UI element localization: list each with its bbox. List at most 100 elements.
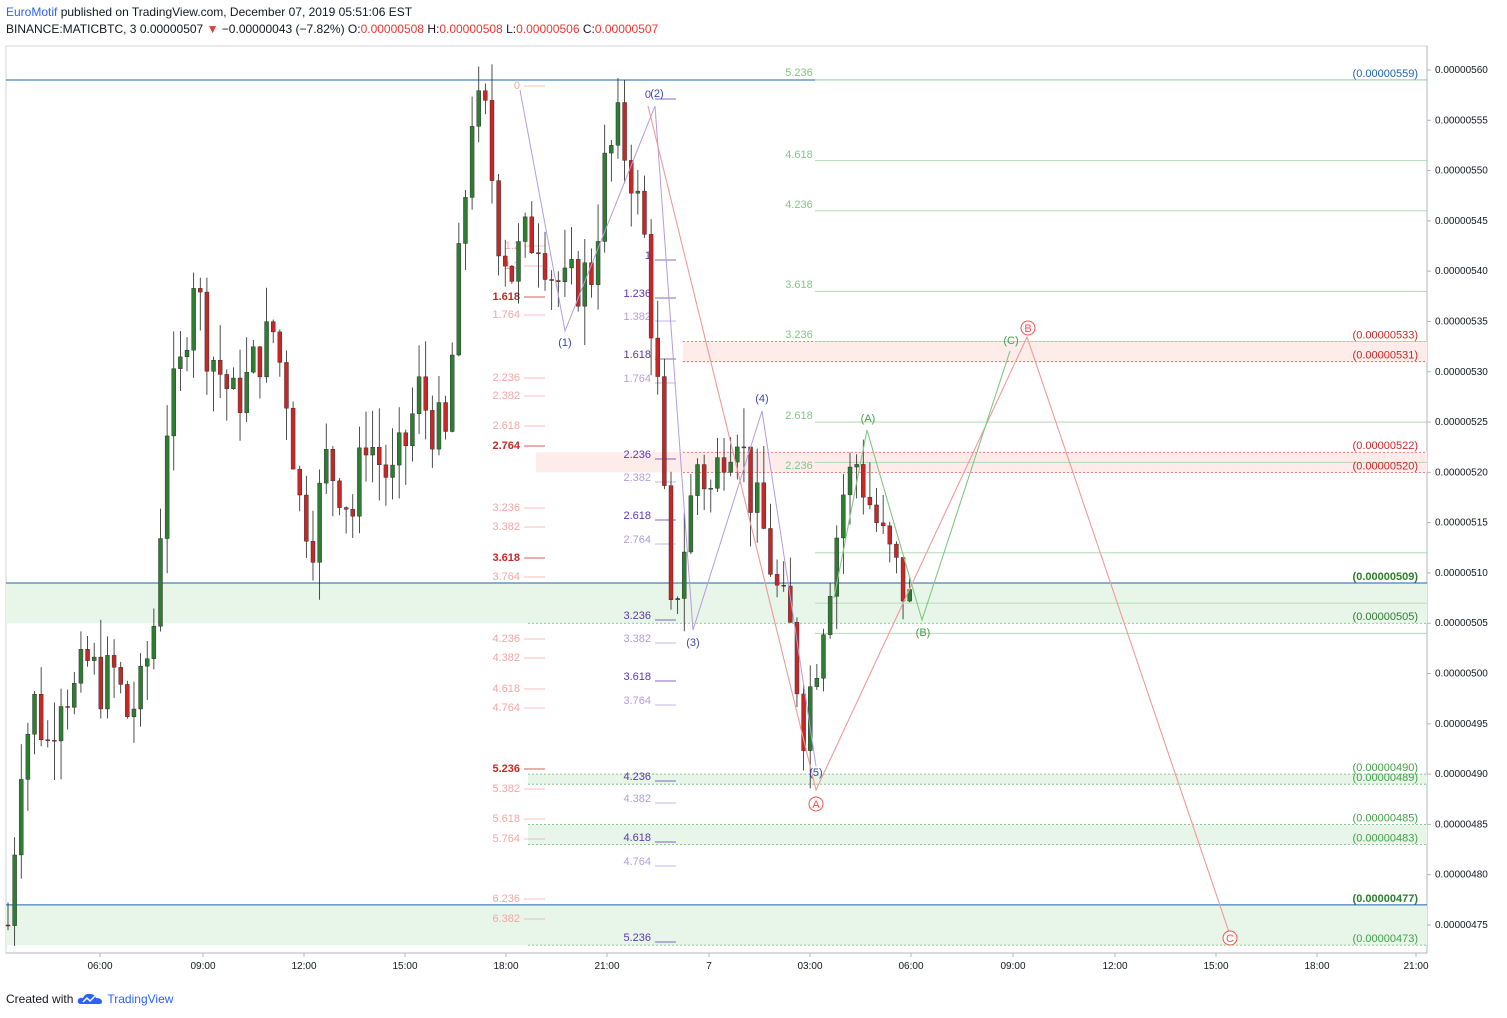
candle-body — [629, 160, 634, 194]
candle-body — [271, 321, 276, 333]
y-tick-label: 0.00000480 — [1435, 870, 1488, 881]
publish-line: EuroMotif published on TradingView.com, … — [6, 5, 412, 19]
wave-label: C — [1226, 933, 1234, 945]
wave-green-line — [833, 350, 1011, 622]
x-tick-label: 18:00 — [493, 961, 518, 972]
candle-body — [489, 100, 495, 181]
fib-purple-label: 1.236 — [623, 288, 651, 300]
candle-body — [264, 321, 269, 378]
candle-body — [370, 447, 375, 456]
level-price-label: (0.00000490) — [1353, 762, 1418, 774]
candle-body — [105, 655, 110, 710]
candle-body — [257, 346, 263, 378]
zone-485 — [528, 824, 1427, 845]
candle-body — [350, 509, 355, 517]
candle-body — [145, 658, 150, 667]
candle-body — [556, 280, 561, 282]
fib-purple-label: 4.618 — [623, 832, 651, 844]
candle-body — [542, 253, 548, 280]
x-tick-label: 12:00 — [291, 961, 316, 972]
x-tick-label: 21:00 — [1403, 961, 1428, 972]
candle-body — [125, 684, 130, 717]
fib-purple-label: 3.764 — [623, 695, 651, 707]
tradingview-link[interactable]: TradingView — [107, 992, 174, 1006]
candle-body — [5, 924, 11, 927]
candle-body — [589, 262, 594, 285]
candle-body — [324, 449, 329, 484]
level-price-label: (0.00000505) — [1353, 611, 1418, 623]
fib-purple-label: 1 — [645, 250, 651, 262]
candle-body — [602, 152, 607, 242]
open-value: 0.00000508 — [360, 22, 424, 36]
candle-body — [231, 377, 236, 389]
candle-body — [310, 541, 316, 563]
candle-body — [416, 376, 422, 414]
candle-body — [695, 464, 700, 496]
x-tick-label: 06:00 — [898, 961, 923, 972]
wave-label-circle — [808, 796, 824, 812]
candle-body — [38, 694, 44, 741]
candle-body — [735, 446, 740, 463]
candle-body — [595, 241, 601, 285]
candle-body — [403, 432, 408, 446]
candle-body — [867, 496, 873, 506]
candle-body — [774, 574, 780, 586]
candle-body — [45, 739, 50, 742]
candle-body — [708, 488, 713, 490]
candle-body — [483, 90, 488, 101]
level-price-label: (0.00000483) — [1353, 833, 1418, 845]
fib-purple-label: 4.382 — [623, 793, 651, 805]
tradingview-cloud-icon — [78, 993, 103, 1004]
x-tick-label: 15:00 — [392, 961, 417, 972]
candle-body — [178, 356, 183, 369]
candle-body — [509, 265, 515, 282]
plot-frame — [5, 45, 1428, 954]
candle-body — [715, 457, 720, 489]
fib-red-label: 5.764 — [492, 833, 520, 845]
candle-body — [277, 331, 283, 363]
y-tick-label: 0.00000545 — [1435, 216, 1488, 227]
candle-body — [191, 288, 196, 351]
level-price-label: (0.00000533) — [1353, 330, 1418, 342]
candle-body — [224, 374, 229, 389]
candle-body — [158, 538, 163, 627]
candle-body — [343, 507, 349, 510]
candle-body — [529, 216, 534, 253]
candle-body — [874, 504, 879, 524]
x-tick-label: 09:00 — [1000, 961, 1025, 972]
level-price-label: (0.00000477) — [1353, 893, 1419, 905]
candle-body — [390, 464, 395, 478]
wave-label-circle — [1020, 320, 1036, 336]
candle-body — [516, 241, 521, 282]
y-tick-label: 0.00000500 — [1435, 669, 1488, 680]
fib-red-label: 3.764 — [492, 571, 520, 583]
high-label: H: — [427, 22, 440, 36]
candle-body — [184, 349, 190, 358]
resistance-zone-533 — [683, 341, 1427, 362]
candle-body — [900, 557, 906, 602]
candle-body — [138, 665, 143, 710]
fib-red-label: 3.382 — [492, 521, 520, 533]
fib-purple-label: 5.236 — [623, 932, 651, 944]
close-label: C: — [582, 22, 595, 36]
author-link[interactable]: EuroMotif — [6, 5, 58, 19]
level-price-label: (0.00000485) — [1353, 812, 1418, 824]
candle-body — [430, 410, 435, 450]
last-price: 0.00000507 — [139, 22, 204, 36]
candle-body — [32, 694, 37, 735]
candle-body — [469, 126, 475, 198]
candle-body — [569, 259, 574, 269]
candle-body — [609, 145, 614, 154]
y-tick-label: 0.00000560 — [1435, 65, 1488, 76]
fib-purple-label: 4.236 — [623, 771, 651, 783]
candle-body — [854, 464, 859, 468]
candle-body — [622, 102, 627, 161]
fib-purple-label: 2.382 — [623, 472, 651, 484]
candle-body — [357, 447, 362, 517]
fib-purple-label: 0 — [645, 89, 651, 101]
candle-body — [808, 686, 813, 751]
wave-red-line — [647, 105, 1231, 936]
candle-body — [131, 708, 137, 717]
fib-red-label: 5.236 — [492, 763, 520, 775]
